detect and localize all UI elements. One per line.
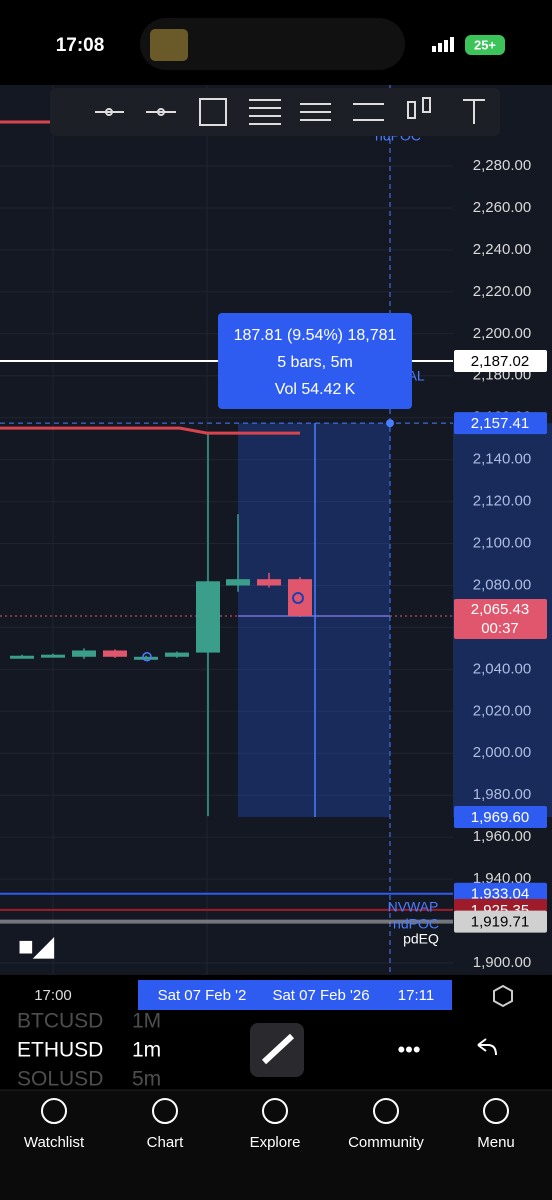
settings-icon[interactable]: [493, 984, 513, 1008]
marker: [142, 652, 152, 662]
candle-body: [288, 579, 312, 617]
battery: [465, 35, 505, 55]
y-tick-label: 2,020.00: [473, 702, 531, 719]
undo-button[interactable]: [477, 1038, 497, 1056]
line-label: pdEQ: [403, 931, 439, 947]
nav-bar: [0, 1090, 552, 1200]
candle-body: [41, 654, 65, 658]
y-tick-label: 2,220.00: [473, 283, 531, 300]
symbol-interval[interactable]: 1m: [132, 1039, 161, 1062]
more-button[interactable]: •••: [397, 1037, 420, 1062]
symbol-name[interactable]: SOLUSD: [17, 1068, 103, 1091]
measure-tag: [454, 806, 547, 829]
y-tick-label: 2,260.00: [473, 199, 531, 216]
nav-icon[interactable]: [262, 1098, 288, 1124]
y-tick-label: 1,960.00: [473, 828, 531, 845]
time-label: 17:00: [34, 987, 72, 1004]
measure-tooltip: [218, 313, 412, 409]
y-tick-label: 1,900.00: [473, 954, 531, 971]
nav-icon[interactable]: [483, 1098, 509, 1124]
symbol-name[interactable]: ETHUSD: [17, 1039, 103, 1062]
measure-tag: [454, 412, 547, 435]
level-line: [0, 426, 300, 435]
nav-label[interactable]: Menu: [477, 1134, 515, 1151]
symbol-interval[interactable]: 1M: [132, 1010, 161, 1033]
toolbar: [50, 88, 500, 136]
time-range-label: Sat 07 Feb '2: [158, 987, 247, 1004]
nav-label[interactable]: Explore: [250, 1134, 301, 1151]
nav-icon[interactable]: [152, 1098, 178, 1124]
candle-body: [257, 579, 281, 586]
y-tick-label: 2,100.00: [473, 534, 531, 551]
price-tag-label: 2,187.02: [471, 353, 529, 370]
price-tag: [454, 910, 547, 933]
tv-logo: ■◢: [18, 931, 55, 961]
measure-tooltip-line: Vol 54.42 K: [275, 381, 356, 398]
dynamic-island: [140, 18, 405, 70]
current-price-tag: [454, 599, 547, 640]
candle-body: [103, 650, 127, 657]
candle-body: [72, 650, 96, 657]
app-icon: [150, 29, 188, 61]
y-tick-label: 2,040.00: [473, 660, 531, 677]
y-tick-label: 1,980.00: [473, 786, 531, 803]
plot: 1,900.001,920.001,940.001,960.001,980.00…: [0, 85, 552, 1010]
symbol-name[interactable]: BTCUSD: [17, 1010, 103, 1033]
y-tick-label: 2,080.00: [473, 576, 531, 593]
candle-body: [226, 579, 250, 586]
time-range-label: 17:11: [398, 987, 434, 1004]
battery-level: 25+: [474, 37, 496, 52]
y-tick-label: 2,000.00: [473, 744, 531, 761]
price-tag-label: 1,919.71: [471, 914, 529, 931]
nav-label[interactable]: Community: [348, 1134, 424, 1151]
nav-label[interactable]: Chart: [147, 1134, 185, 1151]
nav: Watchlist Chart Explore Community Menu: [24, 1098, 515, 1151]
countdown: 00:37: [481, 620, 519, 637]
nav-icon[interactable]: [41, 1098, 67, 1124]
time-range-label: Sat 07 Feb '26: [272, 987, 369, 1004]
y-tick-label: 2,240.00: [473, 241, 531, 258]
y-tick-label: 2,280.00: [473, 157, 531, 174]
current-price-label: 2,065.43: [471, 601, 529, 618]
nav-label[interactable]: Watchlist: [24, 1134, 85, 1151]
measure-tag-label: 2,157.41: [471, 415, 529, 432]
symbol-interval[interactable]: 5m: [132, 1068, 161, 1091]
y-tick-label: 2,120.00: [473, 493, 531, 510]
measure-tooltip-line: 187.81 (9.54%) 18,781: [234, 327, 397, 344]
price-tag: [454, 350, 547, 373]
y-tick-label: 2,200.00: [473, 325, 531, 342]
line-label: ndPOC: [393, 916, 439, 932]
time-range: [138, 980, 452, 1010]
symbol-list[interactable]: BTCUSD 1M ETHUSD 1m SOLUSD 5m: [17, 1010, 161, 1091]
crosshair-dot: [386, 419, 394, 428]
measure-tag-label: 1,969.60: [471, 809, 529, 826]
y-tick-label: 2,140.00: [473, 451, 531, 468]
ruler-icon: [261, 1033, 295, 1065]
candle-body: [196, 581, 220, 653]
candle-body: [165, 652, 189, 657]
candle-body: [134, 656, 158, 660]
price-tag-label: 1,933.04: [471, 886, 529, 903]
measure-range: [238, 423, 390, 818]
nav-icon[interactable]: [373, 1098, 399, 1124]
clock: 17:08: [56, 35, 105, 56]
signal: [432, 37, 454, 52]
marker: [292, 592, 304, 605]
candle-body: [10, 655, 34, 659]
line-label: NVWAP: [388, 899, 439, 915]
measure-tooltip-line: 5 bars, 5m: [277, 354, 353, 371]
